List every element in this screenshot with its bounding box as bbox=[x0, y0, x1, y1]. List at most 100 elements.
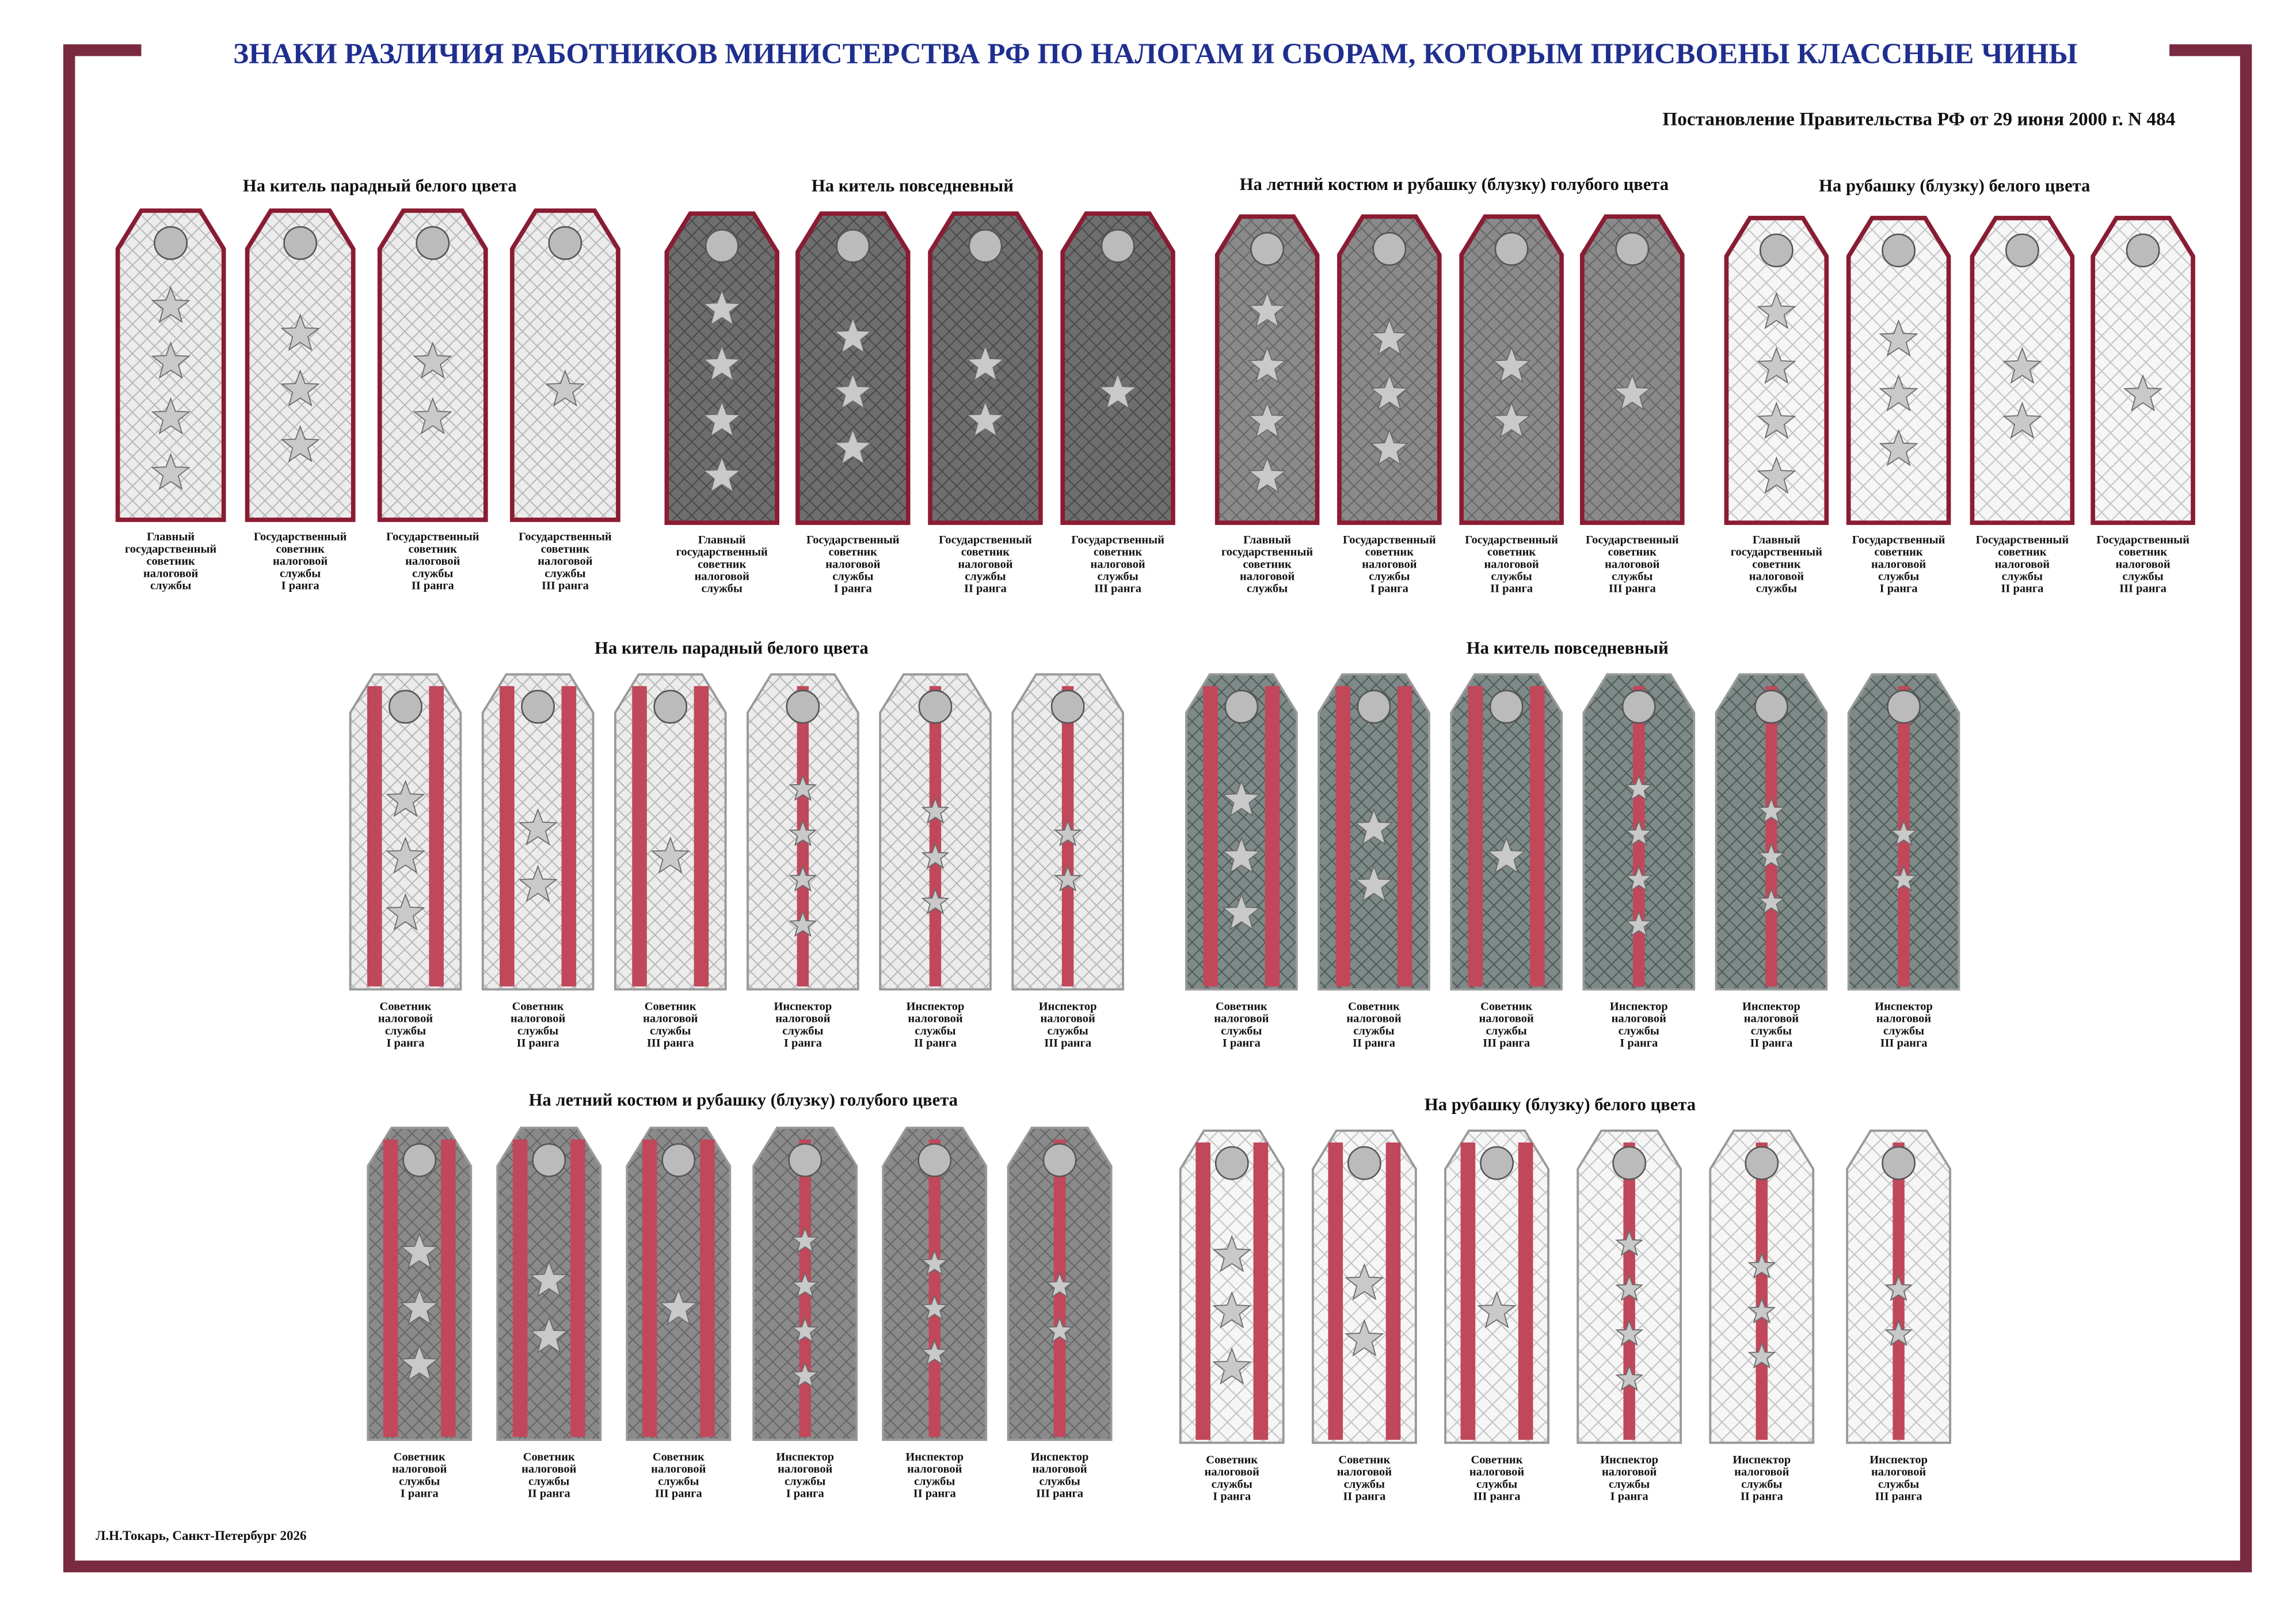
rank-label: Государственный bbox=[1071, 534, 1164, 546]
star bbox=[833, 372, 873, 410]
rank-label: Государственный bbox=[1586, 534, 1679, 546]
star bbox=[2002, 401, 2042, 439]
button bbox=[836, 229, 870, 263]
stripe bbox=[928, 1139, 941, 1437]
rank-label: налоговой bbox=[643, 1013, 698, 1025]
subtitle: Постановление Правительства РФ от 29 июн… bbox=[1662, 109, 2175, 130]
rank-label: службы bbox=[915, 1025, 955, 1037]
star bbox=[1757, 456, 1796, 494]
rank-label: II ранга bbox=[2001, 583, 2043, 595]
star bbox=[965, 344, 1006, 382]
rank-label: службы bbox=[650, 1025, 691, 1037]
rank-label: службы bbox=[1619, 1025, 1659, 1037]
rank-label: службы bbox=[1221, 1025, 1262, 1037]
shoulder-board bbox=[510, 208, 620, 522]
star bbox=[1757, 401, 1796, 439]
rank-label: налоговой bbox=[1041, 1013, 1095, 1025]
shoulder-board bbox=[1846, 1129, 1952, 1444]
star bbox=[791, 1226, 820, 1253]
shoulder-board bbox=[928, 211, 1043, 525]
rank-label: Государственный bbox=[519, 531, 612, 543]
rank-label: Советник bbox=[394, 1451, 446, 1463]
star bbox=[1486, 836, 1526, 874]
button bbox=[1759, 233, 1794, 268]
rank-label: Инспектор bbox=[1869, 1454, 1928, 1466]
star bbox=[1221, 779, 1262, 817]
rank-label: службы bbox=[412, 567, 453, 580]
rank-label: службы bbox=[832, 571, 873, 583]
stripe bbox=[1468, 686, 1483, 987]
star bbox=[1212, 1291, 1252, 1329]
rank-label: службы bbox=[1878, 1478, 1919, 1490]
star bbox=[1045, 1316, 1074, 1344]
rank-label: советник bbox=[1752, 558, 1800, 571]
rank-label: налоговой bbox=[907, 1463, 962, 1475]
rank-label: советник bbox=[1874, 546, 1922, 558]
button bbox=[1882, 1146, 1916, 1180]
board-body bbox=[510, 208, 620, 522]
group-heading: На рубашку (блузку) белого цвета bbox=[1819, 176, 2090, 196]
rank-label: налоговой bbox=[1876, 1013, 1931, 1025]
shoulder-board bbox=[1318, 673, 1430, 991]
board-body bbox=[1337, 214, 1442, 525]
star bbox=[920, 1338, 949, 1366]
star bbox=[399, 1232, 439, 1269]
star bbox=[833, 428, 873, 466]
rank-label: I ранга bbox=[784, 1037, 822, 1049]
rank-label: государственный bbox=[676, 546, 768, 558]
star bbox=[789, 819, 817, 847]
group-heading: На летний костюм и рубашку (блузку) голу… bbox=[1240, 174, 1669, 194]
star bbox=[1247, 401, 1287, 439]
rank-label: Советник bbox=[1216, 1000, 1267, 1013]
star bbox=[920, 1249, 949, 1276]
rank-label: налоговой bbox=[1612, 1013, 1666, 1025]
star bbox=[1221, 836, 1262, 874]
rank-label: налоговой bbox=[1214, 1013, 1269, 1025]
stripe bbox=[1203, 686, 1218, 987]
rank-label: Советник bbox=[645, 1000, 696, 1013]
star bbox=[1477, 1291, 1517, 1329]
shoulder-board bbox=[1337, 214, 1442, 525]
rank-label: советник bbox=[276, 543, 325, 556]
rank-label: Государственный bbox=[254, 531, 347, 543]
star bbox=[702, 400, 742, 438]
button bbox=[786, 690, 820, 724]
rank-label: налоговой bbox=[1871, 1466, 1926, 1478]
rank-label: Советник bbox=[1480, 1000, 1532, 1013]
star bbox=[1053, 819, 1082, 847]
rank-label: налоговой bbox=[1240, 571, 1294, 583]
shoulder-board bbox=[626, 1127, 732, 1442]
star bbox=[151, 452, 191, 490]
stripe bbox=[367, 686, 382, 987]
button bbox=[1372, 232, 1407, 266]
rank-label: Государственный bbox=[386, 531, 479, 543]
rank-label: Главный bbox=[147, 531, 195, 543]
rank-label: III ранга bbox=[2119, 583, 2166, 595]
stripe bbox=[383, 1139, 398, 1437]
button bbox=[1347, 1146, 1381, 1180]
rank-label: службы bbox=[2122, 571, 2163, 583]
rank-label: налоговой bbox=[908, 1013, 962, 1025]
rank-label: советник bbox=[1487, 546, 1536, 558]
rank-label: службы bbox=[2002, 571, 2043, 583]
rank-label: налоговой bbox=[1871, 558, 1926, 571]
star bbox=[413, 397, 452, 435]
shoulder-board bbox=[1185, 673, 1298, 991]
shoulder-board bbox=[664, 211, 779, 525]
star bbox=[529, 1260, 569, 1298]
shoulder-board bbox=[1214, 214, 1320, 525]
button bbox=[788, 1143, 823, 1177]
star bbox=[702, 344, 742, 382]
button bbox=[283, 226, 318, 260]
rank-label: Государственный bbox=[1976, 534, 2069, 546]
star bbox=[1247, 456, 1287, 494]
stripe bbox=[929, 686, 942, 987]
star bbox=[921, 842, 950, 869]
rank-label: налоговой bbox=[1337, 1466, 1392, 1478]
button bbox=[1754, 690, 1788, 724]
button bbox=[1101, 229, 1135, 263]
rank-label: службы bbox=[1097, 571, 1138, 583]
shoulder-board bbox=[1579, 214, 1685, 525]
rank-label: службы bbox=[1878, 571, 1919, 583]
